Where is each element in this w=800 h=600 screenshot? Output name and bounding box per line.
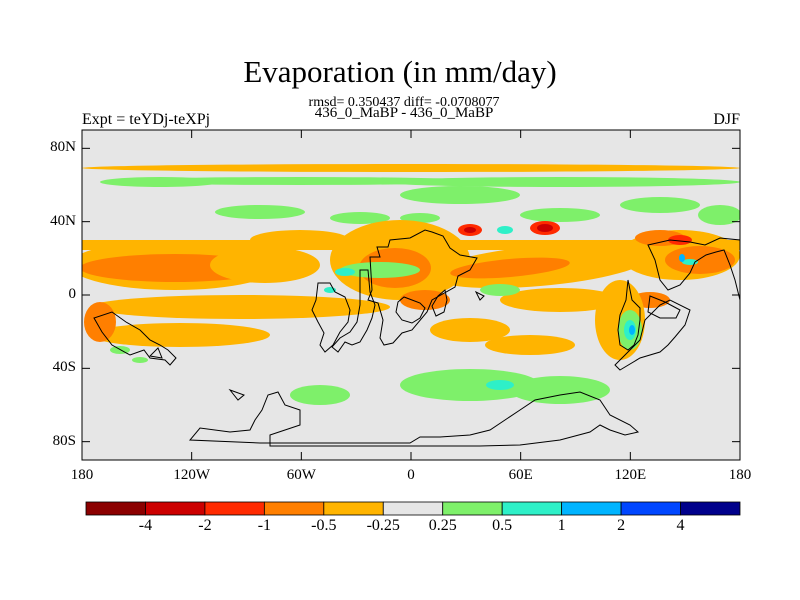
- field-region-39: [290, 385, 350, 405]
- coastline-11: [269, 391, 640, 447]
- colorbar-swatch-1: [145, 501, 206, 516]
- coastline-12: [474, 290, 485, 301]
- colorbar-label: -0.25: [366, 517, 400, 534]
- field-region-9: [620, 197, 700, 213]
- colorbar-label: 0.25: [428, 517, 457, 534]
- coastline-6: [617, 279, 641, 351]
- colorbar-label: 1: [557, 517, 566, 534]
- x-tick-label: 180: [70, 467, 94, 483]
- colorbar-label: 0.5: [492, 517, 513, 534]
- coastline-4: [331, 269, 376, 353]
- field-region-46: [629, 325, 635, 335]
- coastline-3: [311, 282, 351, 353]
- field-region-31: [464, 227, 476, 233]
- field-region-8: [520, 208, 600, 222]
- coastline-2: [431, 289, 448, 317]
- field-region-13: [210, 247, 320, 283]
- field-region-33: [537, 224, 553, 232]
- x-tick-label: 120E: [614, 467, 647, 483]
- colorbar-swatch-8: [561, 501, 622, 516]
- field-region-37: [400, 369, 540, 401]
- coastline-10: [188, 391, 301, 444]
- field-region-0: [82, 164, 740, 172]
- y-tick-label: 40S: [52, 359, 76, 376]
- y-tick-label: 40N: [50, 212, 76, 229]
- x-tick-label: 180: [728, 467, 752, 483]
- field-region-6: [330, 212, 390, 224]
- stats-text: rmsd= 0.350437 diff= -0.0708077: [308, 95, 500, 110]
- field-region-16: [84, 302, 116, 342]
- colorbar-label: -1: [257, 517, 272, 534]
- field-region-27: [665, 246, 735, 274]
- y-tick-label: 80N: [50, 139, 76, 156]
- field-region-23: [500, 288, 620, 312]
- field-region-35: [668, 235, 692, 245]
- coastline-13: [148, 347, 163, 359]
- x-tick-label: 60E: [508, 467, 533, 483]
- colorbar-swatch-10: [680, 501, 741, 516]
- coastline-1: [395, 296, 426, 324]
- colorbar-swatch-9: [620, 501, 681, 516]
- coastline-5: [93, 311, 177, 366]
- colorbar-label: -0.5: [311, 517, 337, 534]
- colorbar-label: -4: [138, 517, 153, 534]
- field-region-17: [250, 230, 350, 250]
- x-tick-label: 60W: [286, 467, 316, 483]
- colorbar-label: 2: [617, 517, 626, 534]
- field-region-51: [679, 254, 685, 262]
- subtitle: 436_0_MaBP - 436_0_MaBP: [314, 105, 494, 121]
- map-field: [82, 130, 740, 460]
- field-region-4: [400, 186, 520, 204]
- y-tick-label: 80S: [52, 432, 76, 449]
- colorbar-label: 4: [676, 517, 685, 534]
- field-region-20: [400, 290, 450, 310]
- field-region-38: [510, 376, 610, 404]
- colorbar-swatch-5: [382, 501, 444, 516]
- coastline-14: [228, 388, 245, 401]
- field-region-43: [480, 284, 520, 296]
- colorbar-swatch-7: [501, 501, 563, 516]
- colorbar-swatch-4: [323, 501, 384, 516]
- field-region-36: [497, 226, 513, 234]
- coastline-9: [614, 299, 691, 371]
- season-label: DJF: [713, 111, 740, 128]
- x-tick-label: 120W: [173, 467, 210, 483]
- field-region-10: [698, 205, 740, 225]
- field-region-48: [132, 357, 148, 363]
- coastline-7: [647, 237, 741, 301]
- colorbar-label: -2: [198, 517, 212, 534]
- field-region-3: [100, 177, 220, 187]
- chart-title: Evaporation (in mm/day): [243, 54, 557, 89]
- field-region-24: [430, 318, 510, 342]
- field-region-22: [450, 257, 570, 279]
- field-region-40: [486, 380, 514, 390]
- field-region-25: [485, 335, 575, 355]
- experiment-label: Expt = teYDj-teXPj: [82, 111, 211, 128]
- colorbar-swatch-0: [85, 501, 146, 516]
- colorbar-swatch-3: [263, 501, 325, 516]
- x-tick-label: 0: [407, 467, 415, 483]
- y-tick-label: 0: [68, 286, 77, 302]
- colorbar-swatch-2: [204, 501, 265, 516]
- field-region-15: [90, 323, 270, 347]
- field-region-2: [380, 177, 740, 187]
- field-region-14: [90, 295, 390, 319]
- colorbar-swatch-6: [442, 501, 503, 516]
- field-region-42: [335, 268, 355, 276]
- field-region-5: [215, 205, 305, 219]
- coastline-0: [367, 229, 478, 346]
